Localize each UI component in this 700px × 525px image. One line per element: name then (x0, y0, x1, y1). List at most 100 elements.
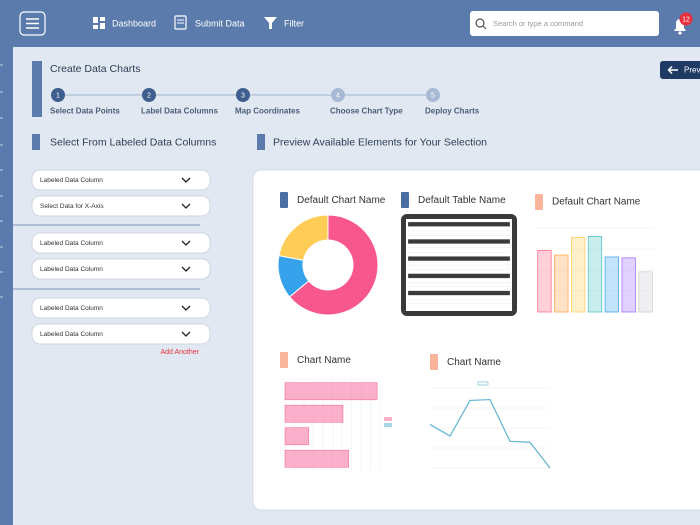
dropdown-box (31, 232, 211, 254)
dropdown-box (31, 297, 211, 319)
side-bar (0, 47, 13, 525)
bar (621, 257, 636, 313)
dropdown-label: Labeled Data Column (40, 266, 103, 273)
dropdown-label: Labeled Data Column (40, 240, 103, 247)
section-icon (257, 134, 265, 150)
step-label: Choose Chart Type (330, 107, 403, 116)
dropdown-list: Labeled Data Column Select Data for X-Axi… (31, 169, 211, 345)
table-row (407, 290, 511, 296)
card-title[interactable]: Default Chart Name (297, 195, 386, 206)
legend-swatch (384, 417, 392, 421)
dropdown[interactable]: Labeled Data Column (31, 169, 211, 191)
card-icon (280, 192, 288, 208)
dropdown-box (31, 169, 211, 191)
table-row (407, 282, 511, 287)
bar (554, 254, 569, 313)
card-icon (535, 194, 543, 210)
step[interactable]: 4 Choose Chart Type (330, 88, 403, 116)
step-circle (51, 88, 65, 102)
section-title: Preview Available Elements for Your Sele… (273, 136, 487, 148)
step[interactable]: 5 Deploy Charts (425, 88, 480, 116)
dropdown-label: Labeled Data Column (40, 331, 103, 338)
step-label: Select Data Points (50, 107, 120, 116)
dropdown-label: Select Data for X-Axis (40, 203, 104, 210)
bar (571, 236, 586, 313)
bar (604, 256, 619, 313)
add-another-link[interactable]: Add Another (160, 349, 199, 356)
nav-dashboard[interactable]: Dashboard (93, 17, 156, 29)
chevron (181, 266, 191, 272)
dropdown-label: Labeled Data Column (40, 177, 103, 184)
nav-submit[interactable]: Submit Data (174, 15, 245, 30)
dropdown[interactable]: Labeled Data Column (31, 323, 211, 345)
step-number: 3 (241, 92, 245, 99)
step-number: 5 (431, 92, 435, 99)
card-title[interactable]: Default Chart Name (552, 197, 641, 208)
section-icon (32, 134, 40, 150)
notification-count: 12 (682, 16, 690, 23)
bar (284, 449, 349, 468)
table-row (407, 247, 511, 253)
table-row (407, 264, 511, 270)
preview-button[interactable]: Prev (660, 61, 700, 79)
card-title[interactable]: Default Table Name (418, 195, 506, 206)
card-title[interactable]: Chart Name (297, 355, 351, 366)
search-placeholder: Search or type a command (493, 19, 583, 28)
pie-slice (278, 214, 329, 261)
nav-label: Dashboard (112, 18, 156, 28)
table-row (407, 256, 511, 262)
card-icon (430, 354, 438, 370)
dropdown-box (31, 258, 211, 280)
search-box[interactable]: Search or type a command (470, 11, 659, 36)
bar (284, 427, 310, 446)
table-row (407, 273, 511, 279)
nav-label: Submit Data (195, 18, 245, 28)
bar (537, 250, 552, 313)
legend-swatch (384, 423, 392, 427)
stepper: 1 Select Data Points 2 Label Data Columns 3 M… (50, 88, 480, 116)
line-series (429, 398, 551, 469)
chevron (181, 203, 191, 209)
page-title: Create Data Charts (50, 63, 140, 75)
step-circle (236, 88, 250, 102)
bar (284, 382, 378, 401)
dropdown[interactable]: Labeled Data Column (31, 258, 211, 280)
card-icon (401, 192, 409, 208)
mini-charts (277, 214, 654, 470)
dropdown-box (31, 323, 211, 345)
nav-filter[interactable]: Filter (264, 17, 304, 29)
dropdown[interactable]: Select Data for X-Axis (31, 195, 211, 217)
step-number: 4 (336, 92, 340, 99)
card-title[interactable]: Chart Name (447, 357, 501, 368)
step[interactable]: 2 Label Data Columns (141, 88, 218, 116)
card-icon (280, 352, 288, 368)
accent-bar (32, 61, 42, 117)
bar (284, 404, 344, 423)
chevron (181, 240, 191, 246)
step-circle (142, 88, 156, 102)
dropdown[interactable]: Labeled Data Column (31, 232, 211, 254)
step-label: Label Data Columns (141, 107, 218, 116)
side-ticks (0, 64, 3, 298)
table-thumbnail (401, 214, 517, 316)
step-number: 2 (147, 92, 151, 99)
dropdown[interactable]: Labeled Data Column (31, 297, 211, 319)
step-circle (331, 88, 345, 102)
table-row (407, 299, 511, 305)
chevron (181, 331, 191, 337)
step-label: Deploy Charts (425, 107, 480, 116)
bar (587, 236, 603, 313)
chevron (181, 305, 191, 311)
menu-button[interactable] (19, 11, 46, 36)
notifications[interactable]: 12 (674, 12, 693, 35)
table-row (407, 239, 511, 244)
step[interactable]: 1 Select Data Points (50, 88, 120, 116)
pie-slice (288, 214, 379, 316)
dropdown-box (31, 195, 211, 217)
step[interactable]: 3 Map Coordinates (235, 88, 300, 116)
table-row (407, 221, 511, 227)
nav-label: Filter (284, 18, 304, 28)
step-number: 1 (56, 92, 60, 99)
